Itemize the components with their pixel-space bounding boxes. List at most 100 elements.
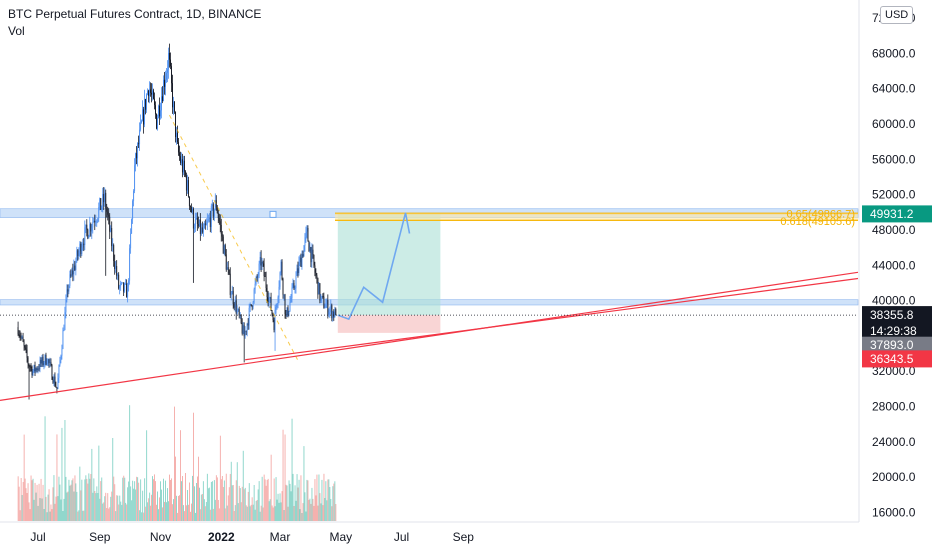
volume-bar — [40, 478, 42, 521]
candle-body — [154, 98, 155, 106]
volume-bar — [213, 480, 215, 521]
candle-body — [241, 323, 243, 334]
volume-legend[interactable]: Vol — [8, 24, 25, 38]
volume-bar — [274, 506, 276, 521]
volume-bar — [185, 473, 186, 521]
fib-trend-line — [169, 114, 300, 363]
volume-bar — [309, 498, 311, 521]
volume-bar — [214, 499, 216, 521]
volume-bar — [297, 487, 299, 521]
volume-bar — [228, 487, 230, 521]
candle-body — [102, 194, 104, 207]
candle-body — [53, 376, 55, 383]
candle-body — [332, 311, 334, 319]
candle-body — [34, 365, 36, 372]
candle-body — [152, 90, 153, 95]
projection-path — [337, 212, 411, 321]
volume-bar — [203, 499, 205, 521]
volume-bar — [31, 480, 33, 521]
candle-body — [220, 225, 222, 235]
candle-body — [258, 263, 260, 276]
volume-bar — [61, 427, 63, 521]
volume-bar — [259, 511, 261, 521]
volume-bar — [271, 505, 273, 521]
volume-bar — [312, 498, 314, 521]
volume-bar — [32, 478, 34, 521]
price-tick: 16000.0 — [872, 506, 916, 520]
candle-body — [214, 200, 216, 210]
volume-bar — [81, 479, 83, 521]
candle-body — [224, 245, 226, 255]
candle-body — [72, 270, 74, 275]
volume-bar — [253, 485, 255, 521]
volume-bar — [183, 505, 184, 521]
volume-bar — [199, 487, 200, 521]
candle-body — [116, 266, 118, 276]
candle-body — [60, 355, 62, 361]
candle-body — [205, 223, 207, 226]
candle-body — [70, 274, 72, 276]
price-tick: 20000.0 — [872, 470, 916, 484]
fib-label-0618: 0.618(49105.6) — [780, 216, 855, 228]
candle-body — [80, 243, 82, 254]
volume-bar — [293, 506, 295, 521]
candle-body — [234, 300, 236, 308]
candle-body — [243, 325, 245, 337]
volume-bar — [281, 491, 283, 521]
candle-body — [296, 268, 298, 276]
candle-body — [41, 356, 43, 364]
volume-bar — [241, 486, 243, 521]
candle-body — [78, 251, 80, 256]
candle-body — [324, 307, 326, 309]
candle-body — [141, 121, 143, 123]
candle-body — [291, 287, 293, 298]
fib-label-065: 0.65(49866.7) — [787, 208, 856, 220]
volume-bar — [188, 504, 189, 521]
volume-bar — [102, 503, 104, 521]
volume-bar — [116, 495, 118, 521]
zone-handle — [269, 210, 277, 218]
time-axis[interactable]: Jul Sep Nov 2022 Mar May Jul Sep — [30, 530, 474, 544]
volume-bar — [53, 475, 55, 521]
volume-bar — [210, 482, 212, 521]
candle-body — [270, 297, 272, 311]
candle-body — [117, 274, 119, 276]
fib-band — [335, 213, 858, 221]
volume-bar — [261, 476, 263, 521]
volume-bar — [159, 497, 160, 521]
volume-bar — [262, 507, 264, 521]
candle-body — [139, 129, 141, 145]
volume-bar — [209, 509, 211, 521]
candle-body — [118, 274, 120, 289]
volume-bar — [256, 500, 258, 521]
candle-body — [299, 257, 301, 263]
symbol-title[interactable]: BTC Perpetual Futures Contract, 1D, BINA… — [8, 7, 262, 21]
candle-body — [300, 257, 302, 267]
volume-bar — [119, 495, 121, 521]
volume-bar — [304, 492, 306, 521]
volume-bar — [91, 448, 93, 521]
price-axis[interactable]: 72000.068000.064000.060000.056000.052000… — [872, 11, 916, 520]
candle-body — [318, 283, 320, 295]
currency-button[interactable]: USD — [880, 6, 914, 24]
candle-body — [95, 222, 97, 223]
volume-bar — [218, 508, 220, 521]
volume-bar — [268, 501, 270, 521]
candle-body — [128, 280, 130, 287]
volume-bar — [131, 500, 133, 521]
volume-bar — [275, 477, 277, 521]
volume-bar — [69, 485, 71, 521]
candle-body — [81, 247, 83, 254]
volume-bar — [226, 505, 228, 521]
volume-bar — [319, 493, 321, 521]
volume-bar — [326, 500, 328, 521]
candle-body — [172, 83, 173, 108]
candle-body — [19, 334, 21, 337]
candle-body — [108, 214, 110, 217]
volume-bar — [186, 505, 187, 521]
candle-body — [227, 267, 229, 270]
volume-bar — [317, 505, 319, 521]
target-price-label-bg — [862, 205, 932, 223]
volume-bar — [124, 477, 126, 521]
